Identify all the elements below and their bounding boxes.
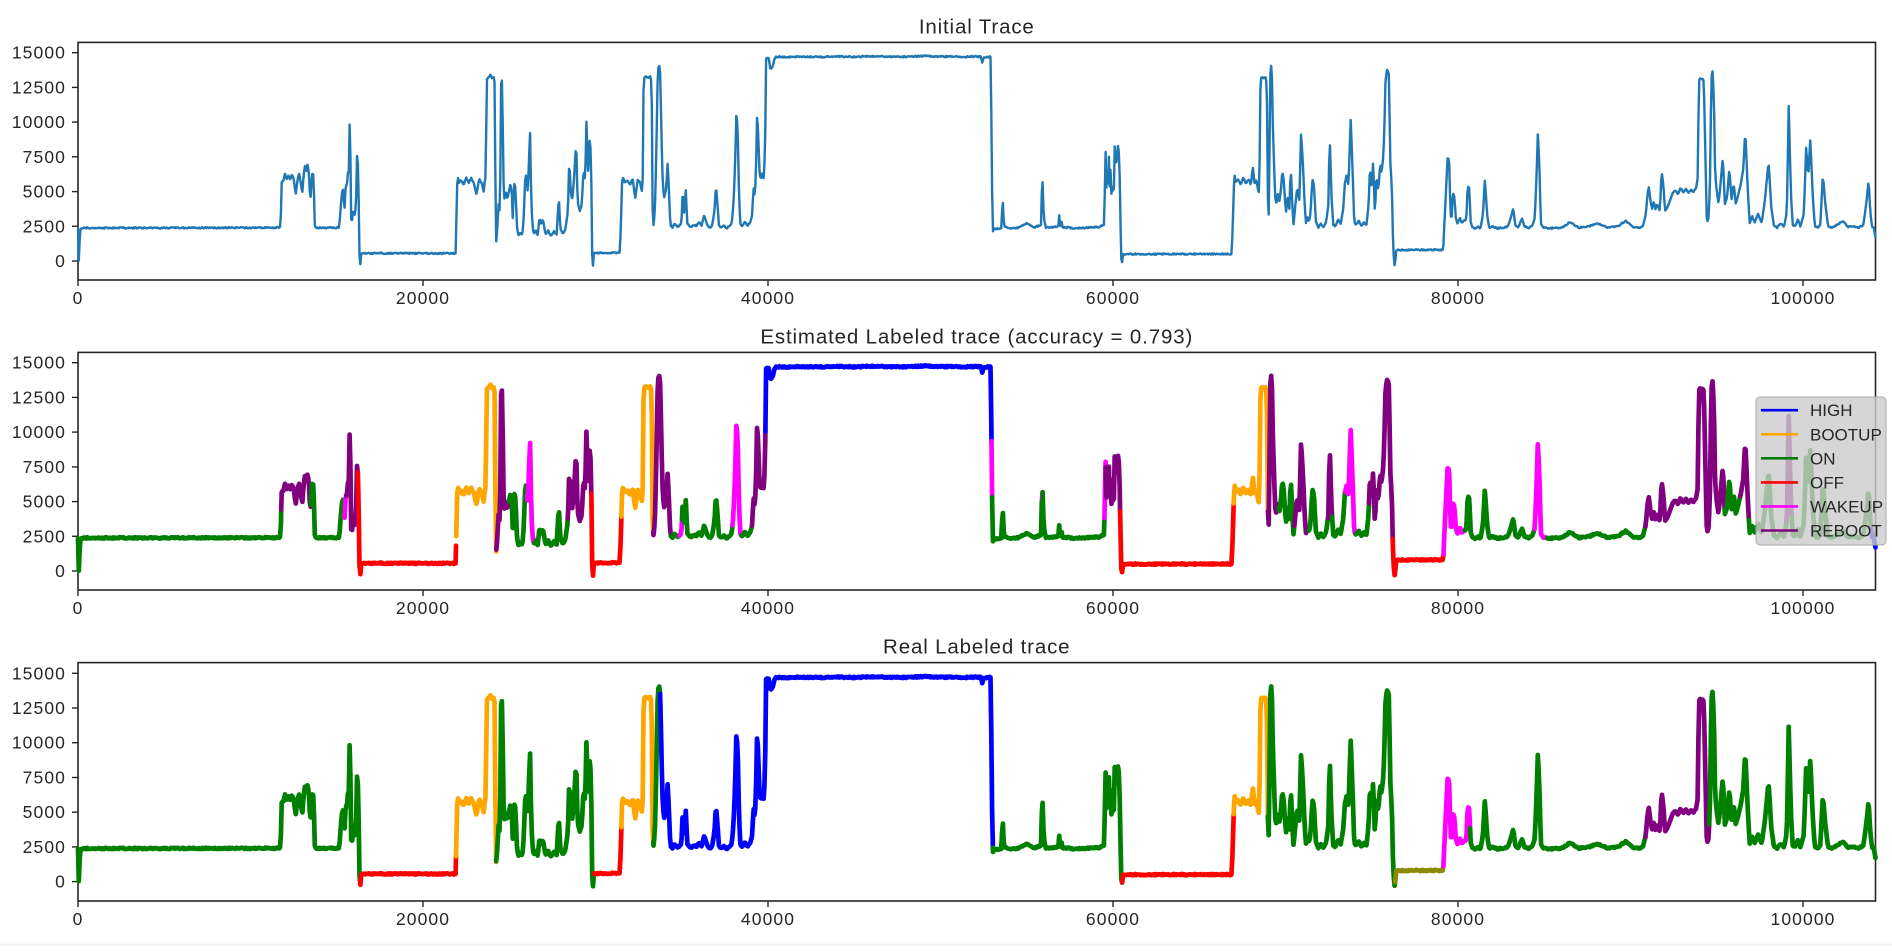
svg-text:15000: 15000 — [12, 663, 66, 683]
svg-text:OFF: OFF — [1810, 473, 1844, 492]
svg-text:Estimated Labeled trace (accur: Estimated Labeled trace (accuracy = 0.79… — [760, 326, 1193, 349]
svg-text:20000: 20000 — [396, 288, 450, 308]
svg-text:0: 0 — [73, 598, 84, 618]
svg-text:12500: 12500 — [12, 387, 66, 407]
svg-text:0: 0 — [55, 561, 66, 581]
svg-text:Real Labeled trace: Real Labeled trace — [883, 636, 1070, 659]
svg-text:10000: 10000 — [12, 733, 66, 753]
svg-text:HIGH: HIGH — [1810, 401, 1853, 420]
svg-text:40000: 40000 — [741, 909, 795, 929]
svg-text:12500: 12500 — [12, 698, 66, 718]
svg-text:7500: 7500 — [23, 147, 66, 167]
svg-text:10000: 10000 — [12, 112, 66, 132]
svg-text:5000: 5000 — [23, 492, 66, 512]
svg-text:20000: 20000 — [396, 598, 450, 618]
svg-text:15000: 15000 — [12, 43, 66, 63]
svg-text:80000: 80000 — [1431, 909, 1485, 929]
svg-text:80000: 80000 — [1431, 598, 1485, 618]
svg-text:7500: 7500 — [23, 457, 66, 477]
svg-text:60000: 60000 — [1086, 909, 1140, 929]
svg-text:Initial Trace: Initial Trace — [919, 16, 1035, 39]
svg-text:7500: 7500 — [23, 768, 66, 788]
svg-text:20000: 20000 — [396, 909, 450, 929]
svg-text:REBOOT: REBOOT — [1810, 522, 1882, 541]
svg-text:2500: 2500 — [23, 526, 66, 546]
svg-text:BOOTUP: BOOTUP — [1810, 425, 1882, 444]
svg-text:0: 0 — [55, 872, 66, 892]
svg-text:2500: 2500 — [23, 216, 66, 236]
svg-text:ON: ON — [1810, 449, 1836, 468]
svg-text:0: 0 — [73, 909, 84, 929]
svg-text:2500: 2500 — [23, 837, 66, 857]
svg-text:100000: 100000 — [1771, 909, 1836, 929]
svg-text:60000: 60000 — [1086, 598, 1140, 618]
svg-text:0: 0 — [73, 288, 84, 308]
svg-text:12500: 12500 — [12, 77, 66, 97]
svg-text:15000: 15000 — [12, 353, 66, 373]
svg-text:100000: 100000 — [1771, 288, 1836, 308]
svg-text:40000: 40000 — [741, 598, 795, 618]
svg-text:100000: 100000 — [1771, 598, 1836, 618]
svg-text:WAKEUP: WAKEUP — [1810, 497, 1883, 516]
svg-text:60000: 60000 — [1086, 288, 1140, 308]
svg-text:40000: 40000 — [741, 288, 795, 308]
svg-text:0: 0 — [55, 251, 66, 271]
svg-text:5000: 5000 — [23, 802, 66, 822]
svg-text:10000: 10000 — [12, 422, 66, 442]
svg-text:5000: 5000 — [23, 182, 66, 202]
svg-text:80000: 80000 — [1431, 288, 1485, 308]
